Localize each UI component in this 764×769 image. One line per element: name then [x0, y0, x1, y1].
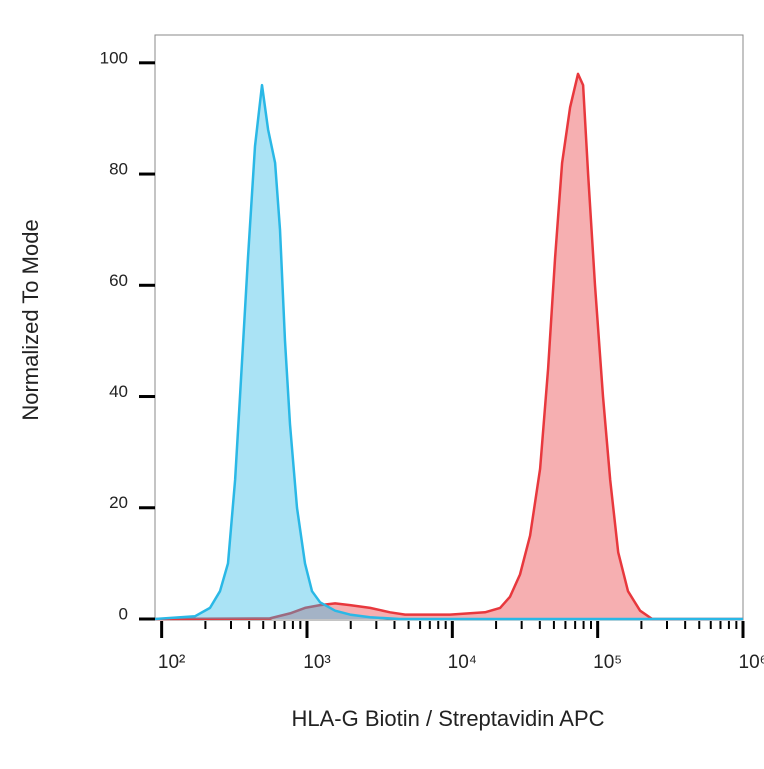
- y-tick-label: 60: [109, 271, 128, 290]
- area-fill: [155, 85, 743, 620]
- y-tick-label: 80: [109, 160, 128, 179]
- line: [154, 72, 743, 621]
- x-tick-label: 10³: [303, 652, 330, 673]
- y-tick-label: 0: [119, 604, 128, 623]
- y-tick-label: 20: [109, 493, 128, 512]
- area-fill: [155, 73, 743, 619]
- x-axis-title: HLA-G Biotin / Streptavidin APC: [291, 706, 604, 731]
- y-tick-label: 100: [100, 48, 128, 67]
- line: [154, 83, 743, 621]
- x-tick-label: 10⁶: [739, 652, 764, 673]
- y-tick-label: 40: [109, 382, 128, 401]
- x-tick-label: 10⁵: [593, 652, 622, 673]
- y-axis-title: Normalized To Mode: [18, 219, 43, 420]
- x-tick-label: 10⁴: [448, 652, 477, 673]
- x-tick-label: 10²: [158, 652, 185, 673]
